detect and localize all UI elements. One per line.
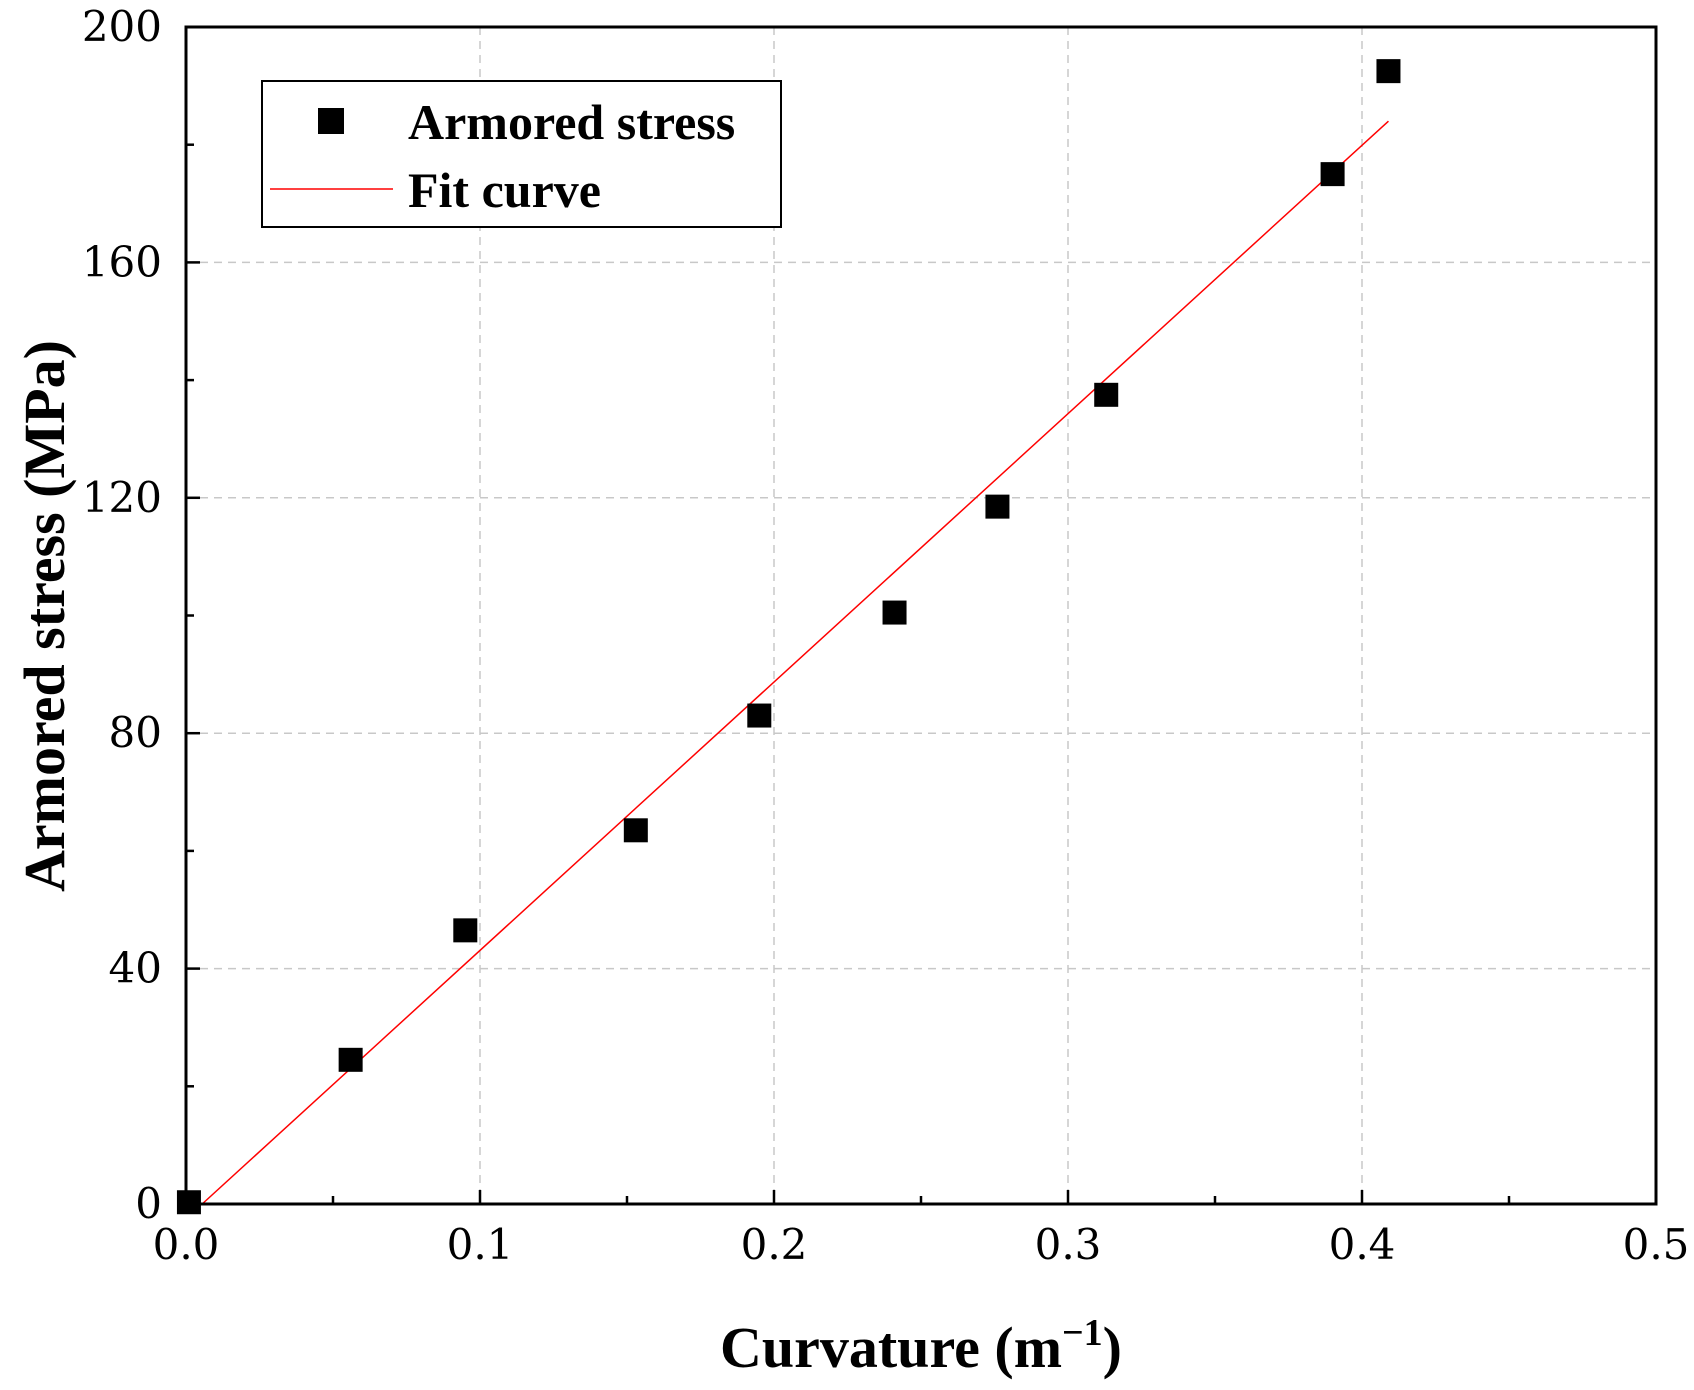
legend-marker-armored-stress: [318, 108, 344, 134]
y-tick-label: 200: [82, 2, 162, 51]
data-point: [176, 1190, 201, 1215]
y-tick-label: 160: [82, 237, 162, 286]
legend-box: [261, 80, 782, 228]
fit-curve-line: [201, 120, 1389, 1205]
axis-ticks: [184, 25, 1658, 1206]
legend-label-armored-stress: Armored stress: [408, 94, 735, 150]
x-axis-title-close: ): [1103, 1315, 1122, 1380]
x-axis-title: Curvature (m−1): [720, 1312, 1122, 1380]
fit-curve-layer: [201, 120, 1389, 1205]
x-tick-label: 0.2: [741, 1220, 808, 1269]
data-point: [1376, 59, 1401, 84]
data-point: [1320, 162, 1345, 187]
data-point: [623, 818, 648, 843]
data-point: [338, 1047, 363, 1072]
y-tick-label: 0: [135, 1179, 162, 1228]
scatter-points-layer: [176, 59, 1401, 1215]
data-point: [453, 918, 478, 943]
y-axis-title: Armored stress (MPa): [12, 340, 77, 892]
x-tick-label: 0.5: [1623, 1220, 1690, 1269]
x-axis-title-superscript: −1: [1062, 1312, 1103, 1354]
x-tick-label: 0.1: [447, 1220, 514, 1269]
legend: Armored stress Fit curve: [261, 80, 782, 228]
y-tick-label: 120: [82, 473, 162, 522]
axis-tick-labels: 0.0 0.1 0.2 0.3 0.4 0.5 0 40 80 120 160 200: [82, 2, 1690, 1269]
data-point: [1094, 382, 1119, 407]
data-point: [985, 494, 1010, 519]
x-tick-label: 0.4: [1329, 1220, 1396, 1269]
data-point: [747, 703, 772, 728]
data-point: [882, 600, 907, 625]
y-tick-label: 80: [109, 708, 162, 757]
y-tick-label: 40: [109, 944, 162, 993]
x-tick-label: 0.0: [153, 1220, 220, 1269]
legend-label-fit-curve: Fit curve: [408, 162, 601, 218]
x-tick-label: 0.3: [1035, 1220, 1102, 1269]
